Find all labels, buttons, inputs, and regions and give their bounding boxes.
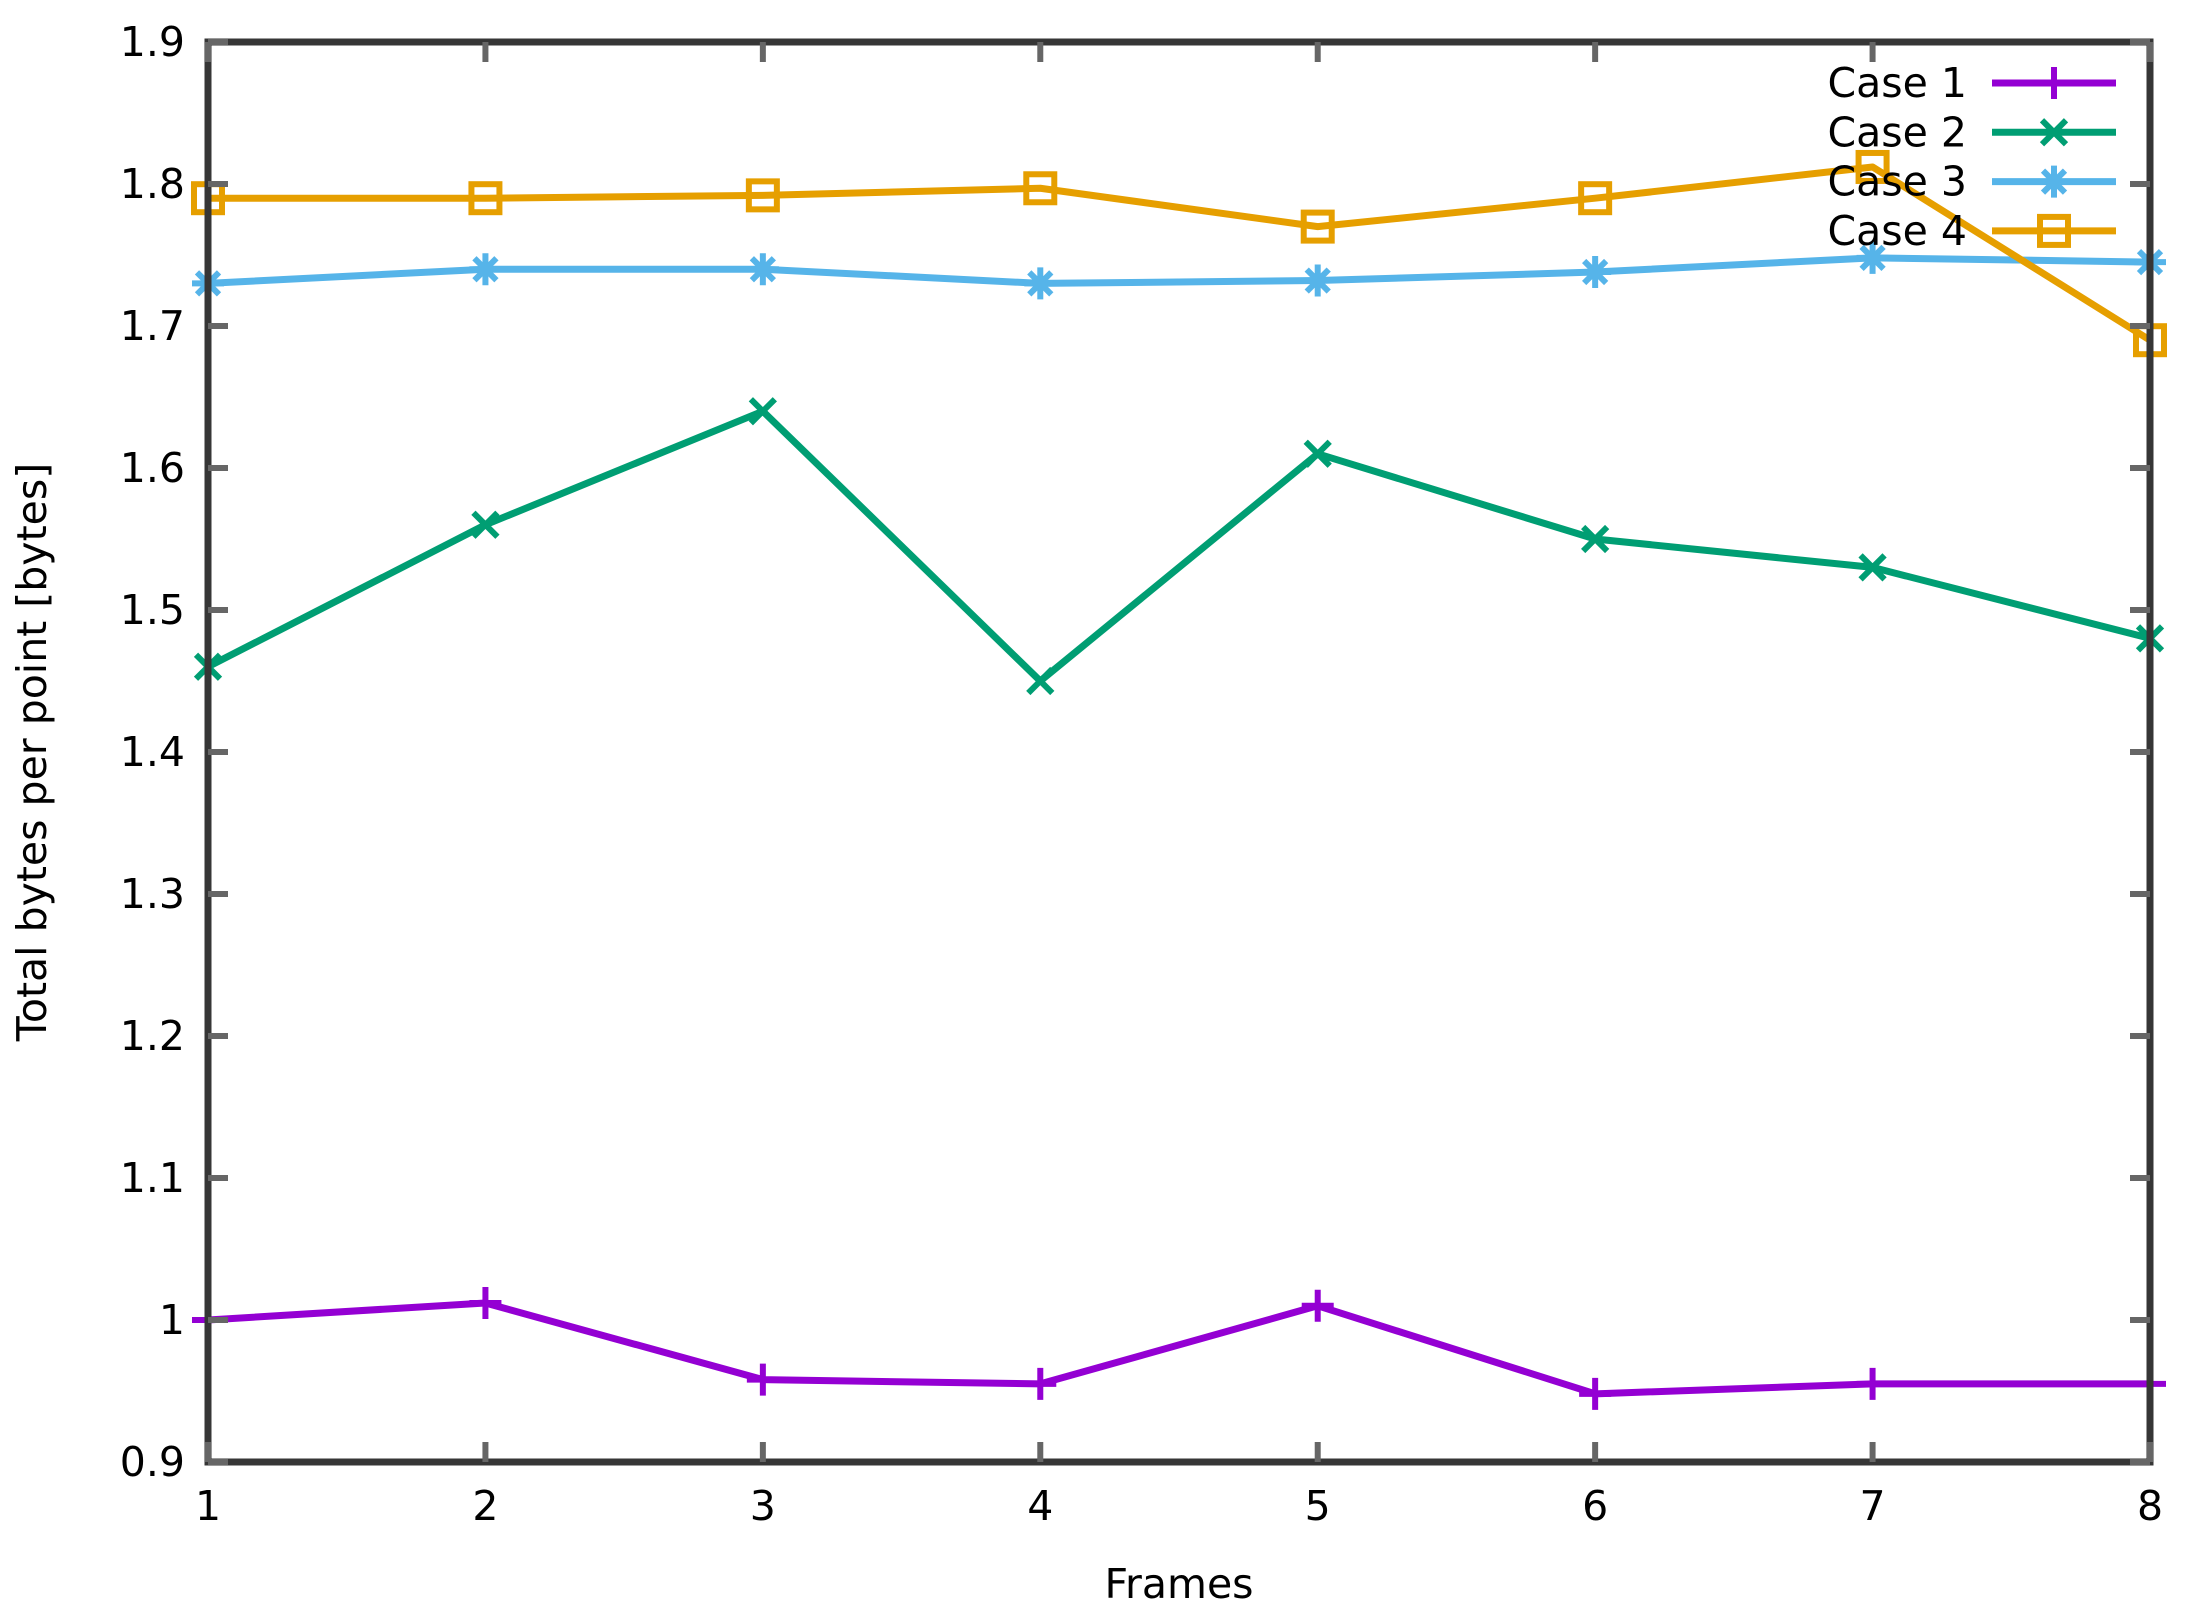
square-glyph (468, 181, 503, 216)
series-line (206, 407, 2151, 685)
y-tick-label: 1.3 (120, 870, 185, 918)
legend-entry: Case 1 (1828, 59, 2116, 107)
asterisk-glyph (1579, 256, 1612, 289)
data-point-marker (471, 510, 500, 539)
axis-ticks (205, 39, 2153, 1465)
series-line (208, 163, 2152, 344)
data-point-marker (746, 1363, 779, 1396)
data-point-marker (1026, 666, 1055, 696)
series-2 (193, 397, 2165, 696)
data-series (191, 149, 2167, 1410)
legend-marker (2039, 118, 2069, 147)
plus-glyph (469, 1286, 502, 1319)
x-tick-label: 8 (2137, 1482, 2163, 1530)
asterisk-glyph (1024, 267, 1057, 300)
plus-glyph (1579, 1377, 1612, 1410)
square-glyph (2037, 213, 2071, 248)
cross-glyph (2039, 118, 2069, 147)
square-glyph (1855, 149, 1890, 184)
legend-label: Case 1 (1828, 59, 1967, 107)
series-1 (192, 1286, 2166, 1410)
plus-glyph (746, 1363, 779, 1396)
data-point-marker (1301, 264, 1334, 297)
y-tick-label: 0.9 (120, 1438, 185, 1486)
square-glyph (745, 178, 780, 213)
square-glyph (1023, 171, 1058, 206)
x-tick-label: 7 (1860, 1482, 1886, 1530)
x-tick-label: 5 (1305, 1482, 1331, 1530)
axis-tick-labels: 1 2 3 4 5 6 7 80.911.11.21.31.41.51.61.71.81.9 (120, 18, 2163, 1530)
data-point-marker (1856, 241, 1889, 274)
square-glyph (1578, 181, 1613, 216)
legend-label: Case 3 (1828, 158, 1967, 206)
x-axis-title: Frames (1104, 1560, 1253, 1608)
y-tick-label: 1 (159, 1296, 185, 1344)
square-glyph (1300, 209, 1335, 244)
asterisk-glyph (1856, 241, 1889, 274)
y-tick-label: 1.9 (120, 18, 185, 66)
data-point-marker (1855, 149, 1890, 184)
series-line (207, 1299, 2150, 1398)
legend-marker (2038, 67, 2070, 99)
x-tick-label: 2 (472, 1482, 498, 1530)
legend-marker (2038, 165, 2070, 198)
data-point-marker (469, 1286, 502, 1319)
legend-entry: Case 3 (1828, 158, 2116, 206)
data-point-marker (748, 397, 777, 426)
data-point-marker (469, 253, 502, 286)
data-point-marker (468, 181, 503, 216)
data-point-marker (1858, 553, 1887, 582)
plus-glyph (1856, 1367, 1889, 1400)
legend-label: Case 4 (1828, 207, 1967, 255)
y-tick-label: 1.2 (120, 1012, 185, 1060)
x-tick-label: 6 (1582, 1482, 1608, 1530)
cross-glyph (1026, 666, 1055, 696)
legend-entry: Case 2 (1828, 108, 2116, 156)
series-line (207, 254, 2151, 287)
cross-glyph (748, 397, 777, 426)
y-axis-title: Total bytes per point [bytes] (8, 463, 56, 1042)
x-tick-label: 1 (195, 1482, 221, 1530)
data-point-marker (1856, 1367, 1889, 1400)
y-tick-label: 1.7 (120, 302, 185, 350)
cross-glyph (1858, 553, 1887, 582)
plus-glyph (2038, 67, 2070, 99)
data-point-marker (1300, 209, 1335, 244)
data-point-marker (1024, 267, 1057, 300)
data-point-marker (1581, 524, 1610, 554)
data-point-marker (1301, 1289, 1334, 1322)
data-point-marker (746, 253, 779, 286)
plus-glyph (1024, 1367, 1057, 1400)
data-point-marker (745, 178, 780, 213)
asterisk-glyph (2038, 165, 2070, 198)
cross-glyph (471, 510, 500, 539)
y-tick-label: 1.4 (120, 728, 185, 776)
legend-label: Case 2 (1828, 108, 1967, 156)
y-tick-label: 1.1 (120, 1154, 185, 1202)
asterisk-glyph (469, 253, 502, 286)
legend-entry: Case 4 (1828, 207, 2116, 255)
y-tick-label: 1.5 (120, 586, 185, 634)
cross-glyph (1303, 439, 1332, 468)
y-tick-label: 1.6 (120, 444, 185, 492)
data-point-marker (1579, 1377, 1612, 1410)
legend-marker (2037, 213, 2071, 248)
data-point-marker (1579, 256, 1612, 289)
data-point-marker (1578, 181, 1613, 216)
plus-glyph (1301, 1289, 1334, 1322)
asterisk-glyph (746, 253, 779, 286)
cross-glyph (1581, 524, 1610, 554)
data-point-marker (1024, 1367, 1057, 1400)
x-tick-label: 4 (1027, 1482, 1053, 1530)
y-tick-label: 1.8 (120, 160, 185, 208)
asterisk-glyph (1301, 264, 1334, 297)
data-point-marker (1303, 439, 1332, 468)
x-tick-label: 3 (750, 1482, 776, 1530)
data-point-marker (1023, 171, 1058, 206)
